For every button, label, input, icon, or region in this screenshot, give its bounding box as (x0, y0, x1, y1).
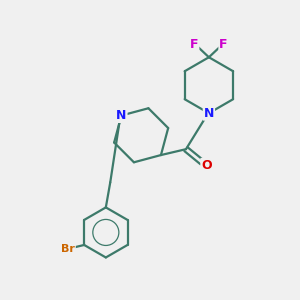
Text: N: N (116, 109, 127, 122)
Text: F: F (190, 38, 198, 50)
Text: O: O (201, 159, 212, 172)
Text: Br: Br (61, 244, 75, 254)
Text: F: F (219, 38, 228, 50)
Text: N: N (204, 107, 214, 120)
